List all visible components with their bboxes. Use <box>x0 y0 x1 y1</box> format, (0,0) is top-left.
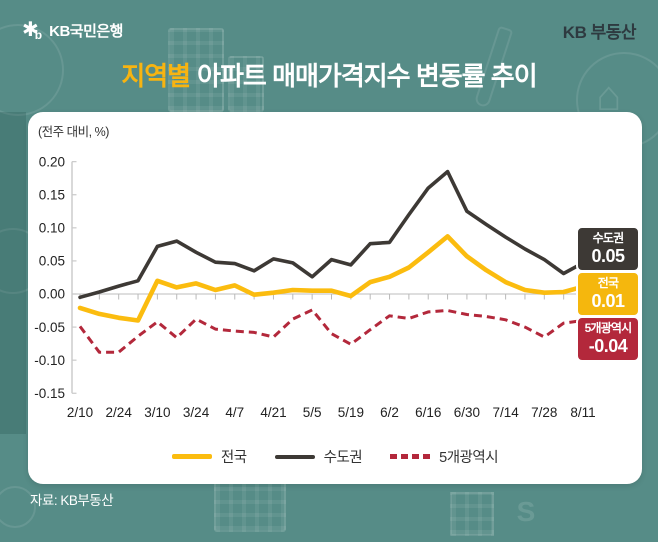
chart-card: (전주 대비, %) 0.20 0.15 0.10 0.05 0.00 -0.05 -0.1… <box>28 112 642 484</box>
page-title: 지역별 아파트 매매가격지수 변동률 추이 <box>0 56 658 93</box>
y-axis-tick-label: -0.15 <box>34 386 65 401</box>
x-axis-tick-label: 5/19 <box>338 405 364 420</box>
decoration-money-circle-icon: S <box>516 496 536 527</box>
end-value-box-national-value: 0.01 <box>591 291 625 311</box>
legend-label-capital-area: 수도권 <box>323 450 363 466</box>
series-line-capital-area <box>78 169 585 300</box>
x-axis-tick-label: 4/21 <box>260 405 286 420</box>
axis-unit-label: (전주 대비, %) <box>38 125 109 139</box>
end-value-box-national: 전국 0.01 <box>576 271 640 317</box>
end-value-box-five-metro-cities: 5개광역시 -0.04 <box>576 316 640 362</box>
series-line-five-metro-cities <box>78 308 584 354</box>
end-value-box-capital-area-label: 수도권 <box>592 231 625 245</box>
decoration-left-stripe <box>0 112 26 434</box>
end-value-box-capital-area: 수도권 0.05 <box>576 226 640 272</box>
legend-item-five-metro-cities: 5개광역시 <box>390 446 499 467</box>
x-axis-tick-label: 2/24 <box>106 405 133 420</box>
x-axis-tick-label: 7/28 <box>531 405 557 420</box>
x-axis-tick-label: 6/16 <box>415 405 441 420</box>
end-value-box-five-metro-cities-label: 5개광역시 <box>584 321 633 335</box>
y-axis-tick-label: 0.00 <box>39 287 65 302</box>
chart-plot: 0.20 0.15 0.10 0.05 0.00 -0.05 -0.10 -0.152/10 2… <box>34 154 595 420</box>
y-axis-tick-label: -0.05 <box>34 320 65 335</box>
y-axis-tick-label: 0.10 <box>39 221 65 236</box>
decoration-building-bottom-icon <box>214 480 286 532</box>
legend-label-national: 전국 <box>220 450 247 466</box>
y-axis-tick-label: 0.15 <box>39 187 65 202</box>
x-axis-tick-label: 4/7 <box>225 405 244 420</box>
x-axis-tick-label: 6/30 <box>454 405 480 420</box>
header: ✱ b KB국민은행 KB 부동산 <box>22 18 637 43</box>
x-axis-tick-label: 2/10 <box>67 405 93 420</box>
end-value-box-capital-area-value: 0.05 <box>591 246 625 266</box>
decoration-squares-grid-icon <box>450 492 494 536</box>
legend-swatch-capital-area-icon <box>274 454 315 459</box>
x-axis-tick-label: 3/10 <box>144 405 170 420</box>
decoration-house-glyph-icon: ⌂ <box>596 72 622 119</box>
x-axis-tick-label: 5/5 <box>303 405 322 420</box>
end-value-box-five-metro-cities-value: -0.04 <box>588 336 628 356</box>
legend-swatch-five-metro-cities-icon <box>390 454 431 459</box>
legend-swatch-national-icon <box>171 454 212 459</box>
kb-star-b-icon: b <box>34 27 43 42</box>
x-axis-tick-label: 6/2 <box>380 405 399 420</box>
legend-label-five-metro-cities: 5개광역시 <box>439 450 499 466</box>
y-axis-tick-label: 0.20 <box>39 154 65 169</box>
chart-legend: 전국 수도권 5개광역시 <box>28 446 642 467</box>
kb-kookmin-bank-logo: ✱ b KB국민은행 <box>22 18 123 42</box>
page-title-rest: 아파트 매매가격지수 변동률 추이 <box>197 61 538 91</box>
legend-item-capital-area: 수도권 <box>274 446 363 467</box>
source-note: 자료: KB부동산 <box>30 493 114 508</box>
kb-bank-logo-text: KB국민은행 <box>49 23 123 40</box>
y-axis-tick-label: 0.05 <box>39 254 65 269</box>
x-axis-tick-label: 8/11 <box>570 405 595 420</box>
x-axis-tick-label: 3/24 <box>183 405 210 420</box>
x-axis-tick-label: 7/14 <box>492 405 519 420</box>
y-axis-tick-label: -0.10 <box>34 353 65 368</box>
legend-item-national: 전국 <box>171 446 247 467</box>
series-line-national <box>77 234 586 323</box>
page-title-highlight: 지역별 <box>121 61 191 91</box>
kb-star-icon: ✱ <box>22 18 39 41</box>
end-value-box-national-label: 전국 <box>597 276 619 290</box>
kb-real-estate-brand: KB 부동산 <box>562 23 637 42</box>
